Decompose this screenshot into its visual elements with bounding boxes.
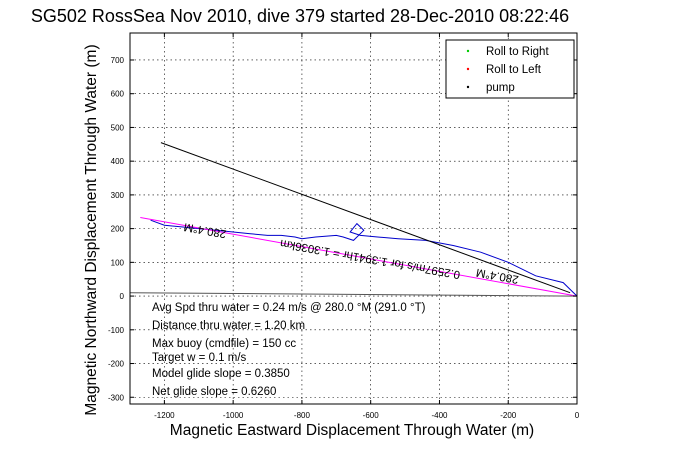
series-line-0: [150, 219, 578, 297]
stat-net-glide: Net glide slope = 0.6260: [152, 386, 277, 398]
x-tick-label: -600: [363, 411, 380, 420]
legend-marker: [466, 85, 470, 89]
series-line-2: [160, 142, 571, 294]
y-tick-label: 500: [111, 123, 125, 132]
y-tick-label: 300: [111, 191, 125, 200]
stat-distance: Distance thru water = 1.20 km: [152, 320, 306, 332]
y-tick-label: 400: [111, 157, 125, 166]
x-tick-label: 0: [575, 411, 580, 420]
y-tick-label: 0: [120, 292, 125, 301]
y-axis-label: Magnetic Northward Displacement Through …: [83, 44, 100, 415]
stat-max-buoy: Max buoy (cmdfile) = 150 cc: [152, 338, 297, 350]
legend-label: Roll to Right: [486, 46, 549, 58]
y-tick-label: -200: [108, 360, 125, 369]
x-tick-label: -1200: [154, 411, 175, 420]
series-layer: [129, 142, 578, 297]
y-tick-label: 100: [111, 258, 125, 267]
chart-title: SG502 RossSea Nov 2010, dive 379 started…: [31, 6, 569, 26]
stat-avg-speed: Avg Spd thru water = 0.24 m/s @ 280.0 °M…: [152, 302, 426, 314]
stat-model-glide: Model glide slope = 0.3850: [152, 368, 290, 380]
legend-marker: [466, 67, 470, 71]
plot-frame: [129, 32, 578, 405]
x-tick-label: -400: [431, 411, 448, 420]
y-tick-label: 600: [111, 90, 125, 99]
y-tick-label: 700: [111, 56, 125, 65]
legend: Roll to Right Roll to Left pump: [445, 39, 575, 99]
series-line-3: [129, 292, 578, 297]
annotation-label: 0.2597m/s for 1.3941hr = 1.3036km: [279, 237, 461, 281]
y-tick-label: -100: [108, 326, 125, 335]
axis-ticks: -1200 -1000 -800 -600 -400 -200 0-300-200-1000…: [108, 33, 580, 420]
legend-marker: [466, 49, 470, 53]
stat-target-w: Target w = 0.1 m/s: [152, 352, 247, 364]
x-tick-label: -200: [500, 411, 517, 420]
y-tick-label: -300: [108, 393, 125, 402]
legend-label: pump: [486, 82, 515, 94]
x-axis-label: Magnetic Eastward Displacement Through W…: [170, 422, 534, 439]
annotation-label: 280.4°M: [475, 266, 519, 285]
x-tick-label: -800: [294, 411, 311, 420]
series-line-1: [140, 217, 578, 297]
annotation-label: 280.4°M: [183, 220, 227, 239]
y-tick-label: 200: [111, 225, 125, 234]
x-tick-label: -1000: [223, 411, 244, 420]
legend-label: Roll to Left: [486, 64, 542, 76]
